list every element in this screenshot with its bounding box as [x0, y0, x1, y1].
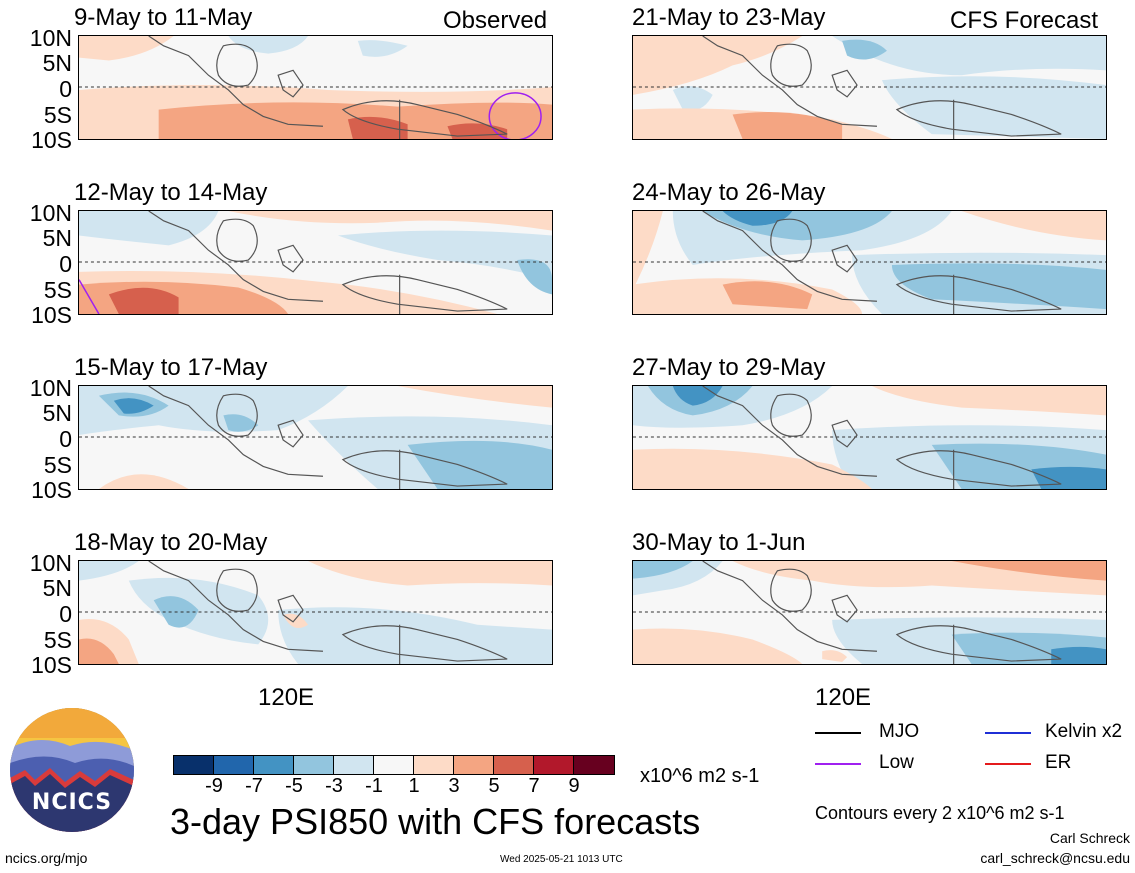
panel-title: 15-May to 17-May — [74, 354, 268, 381]
legend-kelvin-label: Kelvin x2 — [1045, 721, 1123, 742]
lat-tick: 5S — [43, 102, 72, 128]
colorbar-tick: 3 — [448, 775, 460, 797]
map-panel — [78, 560, 553, 665]
colorbar-tick: -9 — [205, 775, 223, 797]
colorbar-swatch — [574, 756, 614, 774]
logo-text: NCICS — [31, 790, 113, 815]
footer-timestamp: Wed 2025-05-21 1013 UTC — [500, 854, 623, 865]
contour-note: Contours every 2 x10^6 m2 s-1 — [815, 803, 1065, 823]
colorbar-swatch — [534, 756, 574, 774]
lat-tick: 10N — [29, 375, 72, 401]
main-title: 3-day PSI850 with CFS forecasts — [170, 801, 701, 842]
colorbar-tick: -3 — [325, 775, 343, 797]
footer-email[interactable]: carl_schreck@ncsu.edu — [980, 850, 1130, 866]
lon-tick-left: 120E — [258, 684, 315, 711]
forecast-label: CFS Forecast — [950, 7, 1099, 34]
panel-title: 21-May to 23-May — [632, 4, 826, 31]
lat-tick: 10S — [31, 127, 72, 153]
colorbar-swatch — [254, 756, 294, 774]
lat-tick: 10N — [29, 25, 72, 51]
colorbar-swatch — [294, 756, 334, 774]
colorbar-swatch — [214, 756, 254, 774]
panel-title: 30-May to 1-Jun — [632, 529, 806, 556]
colorbar-tick: -7 — [245, 775, 263, 797]
colorbar-swatch — [374, 756, 414, 774]
colorbar-tick: 9 — [568, 775, 580, 797]
map-panel — [78, 35, 553, 140]
colorbar-tick: 1 — [408, 775, 420, 797]
legend-kelvin-line — [985, 732, 1031, 734]
colorbar-tick: -5 — [285, 775, 303, 797]
map-panel — [632, 385, 1107, 490]
lat-tick: 10S — [31, 477, 72, 503]
lat-tick: 5N — [42, 400, 72, 426]
map-panel — [632, 35, 1107, 140]
lat-tick: 0 — [59, 426, 72, 452]
panel-title: 12-May to 14-May — [74, 179, 268, 206]
logo-graphic — [10, 708, 134, 832]
lat-tick: 10N — [29, 200, 72, 226]
colorbar-swatch — [454, 756, 494, 774]
lat-tick: 5N — [42, 575, 72, 601]
lat-tick: 5S — [43, 627, 72, 653]
colorbar-swatch — [414, 756, 454, 774]
colorbar-units: x10^6 m2 s-1 — [640, 765, 760, 787]
lat-tick: 5N — [42, 225, 72, 251]
legend-er-label: ER — [1045, 752, 1072, 773]
ncics-logo: NCICS — [10, 708, 134, 832]
footer-url[interactable]: ncics.org/mjo — [5, 850, 88, 866]
map-panel — [78, 385, 553, 490]
colorbar-tick: 5 — [488, 775, 500, 797]
observed-label: Observed — [443, 7, 548, 34]
lat-tick: 5N — [42, 50, 72, 76]
legend-low-label: Low — [879, 752, 914, 773]
colorbar-swatch — [174, 756, 214, 774]
legend-mjo-label: MJO — [879, 721, 920, 742]
lat-tick: 10N — [29, 550, 72, 576]
lon-tick-right: 120E — [815, 684, 872, 711]
lat-tick: 0 — [59, 76, 72, 102]
colorbar-tick: 7 — [528, 775, 540, 797]
map-panel — [632, 210, 1107, 315]
legend-mjo-line — [815, 732, 861, 734]
legend-low-line — [815, 763, 861, 765]
colorbar-tick: -1 — [365, 775, 383, 797]
lat-tick: 10S — [31, 652, 72, 678]
map-panel — [632, 560, 1107, 665]
lat-tick: 5S — [43, 452, 72, 478]
panel-title: 24-May to 26-May — [632, 179, 826, 206]
footer-author: Carl Schreck — [1049, 830, 1130, 846]
panel-title: 9-May to 11-May — [74, 4, 253, 31]
panel-title: 18-May to 20-May — [74, 529, 268, 556]
lat-tick: 10S — [31, 302, 72, 328]
lat-tick: 0 — [59, 251, 72, 277]
colorbar — [173, 755, 615, 775]
legend-er-line — [985, 763, 1031, 765]
colorbar-swatch — [494, 756, 534, 774]
colorbar-swatch — [334, 756, 374, 774]
panel-title: 27-May to 29-May — [632, 354, 826, 381]
lat-tick: 0 — [59, 601, 72, 627]
lat-tick: 5S — [43, 277, 72, 303]
map-panel — [78, 210, 553, 315]
